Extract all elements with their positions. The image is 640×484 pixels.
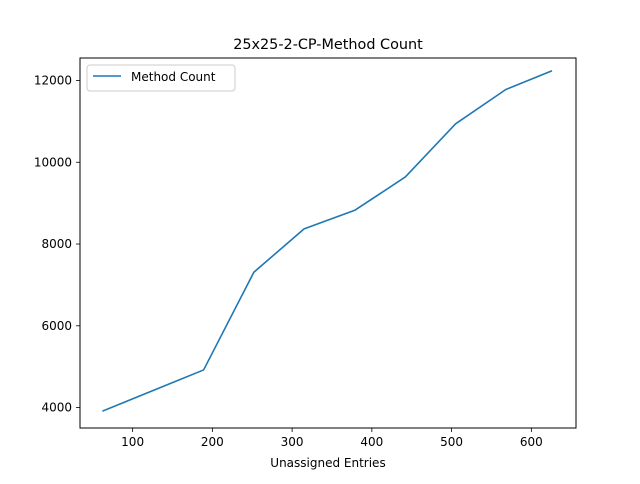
x-tick-label: 300 (281, 435, 304, 449)
x-tick-label: 100 (121, 435, 144, 449)
y-tick-label: 6000 (41, 319, 72, 333)
legend: Method Count (87, 65, 235, 91)
x-tick-label: 200 (201, 435, 224, 449)
x-tick-label: 500 (440, 435, 463, 449)
x-tick-label: 400 (360, 435, 383, 449)
y-tick-label: 8000 (41, 237, 72, 251)
legend-label: Method Count (131, 70, 216, 84)
x-axis-label: Unassigned Entries (270, 456, 385, 470)
y-tick-label: 10000 (34, 155, 72, 169)
y-tick-label: 4000 (41, 401, 72, 415)
y-tick-label: 12000 (34, 73, 72, 87)
x-tick-label: 600 (520, 435, 543, 449)
chart-title: 25x25-2-CP-Method Count (233, 37, 423, 53)
